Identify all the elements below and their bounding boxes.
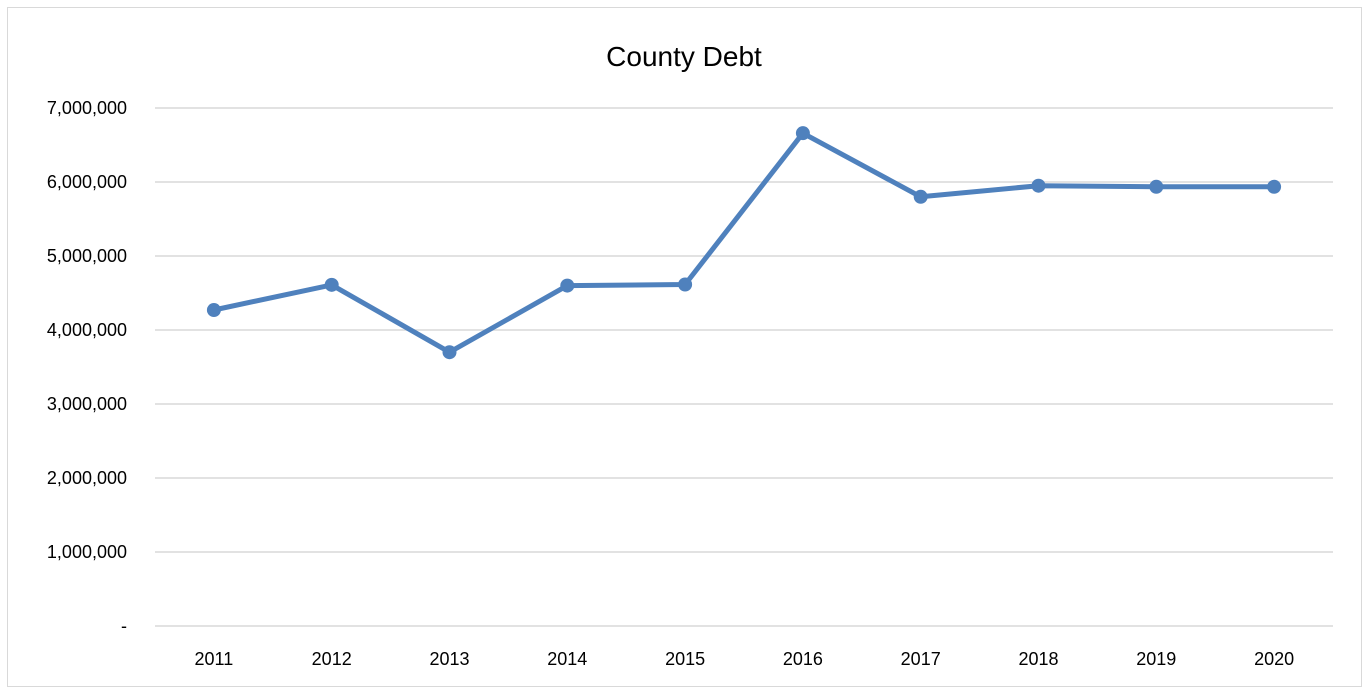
x-tick-label: 2015 xyxy=(665,649,705,669)
data-point xyxy=(795,126,810,141)
x-tick-label: 2018 xyxy=(1018,649,1058,669)
y-tick-label: - xyxy=(121,616,127,636)
y-tick-label: 7,000,000 xyxy=(47,98,127,118)
y-tick-label: 3,000,000 xyxy=(47,394,127,414)
chart-title: County Debt xyxy=(606,41,762,72)
x-axis-ticks: 2011 2012 2013 2014 2015 2016 2017 2018 2019 2020 xyxy=(195,649,1295,669)
data-point xyxy=(678,277,693,292)
y-tick-label: 1,000,000 xyxy=(47,542,127,562)
x-tick-label: 2020 xyxy=(1254,649,1294,669)
data-point xyxy=(1149,179,1164,194)
x-tick-label: 2016 xyxy=(783,649,823,669)
data-point xyxy=(560,278,575,293)
data-point xyxy=(206,303,221,318)
data-point xyxy=(1267,179,1282,194)
data-point xyxy=(324,277,339,292)
chart-frame xyxy=(7,7,1362,687)
y-tick-label: 2,000,000 xyxy=(47,468,127,488)
x-tick-label: 2017 xyxy=(901,649,941,669)
y-tick-label: 5,000,000 xyxy=(47,246,127,266)
data-point xyxy=(1031,178,1046,193)
y-tick-label: 6,000,000 xyxy=(47,172,127,192)
x-tick-label: 2012 xyxy=(312,649,352,669)
y-axis-ticks: - 1,000,000 2,000,000 3,000,000 4,000,000 5,0… xyxy=(47,98,127,636)
x-tick-label: 2011 xyxy=(195,649,234,669)
series-line xyxy=(211,130,1277,355)
data-point xyxy=(442,345,457,360)
gridlines xyxy=(155,107,1333,627)
series-layer xyxy=(206,126,1282,360)
x-tick-label: 2013 xyxy=(429,649,469,669)
data-point xyxy=(913,189,928,204)
y-tick-label: 4,000,000 xyxy=(47,320,127,340)
x-tick-label: 2019 xyxy=(1136,649,1176,669)
x-tick-label: 2014 xyxy=(547,649,587,669)
